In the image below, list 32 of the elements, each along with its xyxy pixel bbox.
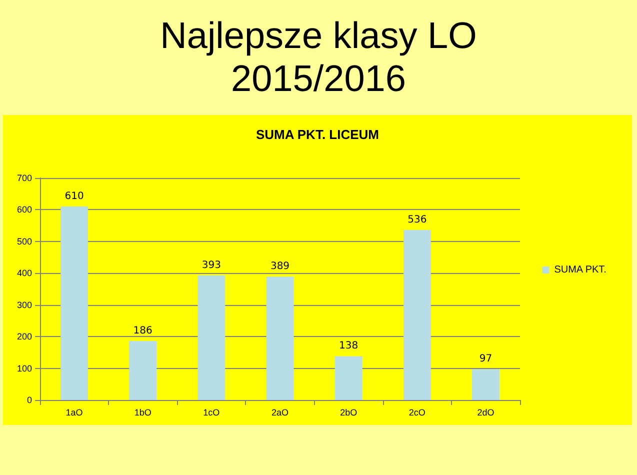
data-label: 186: [133, 326, 152, 337]
bar: [60, 206, 88, 400]
bar: [198, 275, 226, 400]
y-tick-label: 700: [16, 173, 32, 183]
y-tick-label: 400: [16, 268, 32, 278]
x-tick-label: 2aO: [271, 408, 289, 418]
bar: [129, 341, 157, 400]
bar: [266, 276, 294, 400]
x-tick-label: 2dO: [477, 408, 494, 418]
x-tick-label: 1bO: [134, 408, 152, 418]
bar: [472, 369, 500, 400]
chart-subtitle: SUMA PKT. LICEUM: [256, 127, 380, 142]
x-tick-label: 2bO: [340, 408, 358, 418]
data-label: 389: [270, 261, 290, 272]
y-tick-label: 600: [16, 204, 32, 215]
y-tick-label: 100: [16, 363, 32, 374]
chart-title: Najlepsze klasy LO 2015/2016: [159, 14, 478, 100]
data-label: 138: [339, 340, 358, 352]
data-label: 393: [202, 260, 221, 271]
y-tick-label: 300: [16, 300, 32, 310]
y-tick-label: 200: [16, 332, 32, 342]
y-tick-label: 500: [16, 236, 32, 246]
legend-label: SUMA PKT.: [554, 264, 606, 276]
data-label: 536: [408, 214, 427, 226]
x-tick-label: 1aO: [66, 408, 83, 418]
data-label: 97: [479, 354, 492, 365]
x-tick-label: 2cO: [408, 408, 426, 418]
data-label: 610: [64, 191, 84, 202]
bar: [403, 230, 431, 400]
x-tick-label: 1cO: [203, 408, 220, 418]
y-tick-label: 0: [26, 395, 32, 405]
bar: [334, 356, 362, 400]
